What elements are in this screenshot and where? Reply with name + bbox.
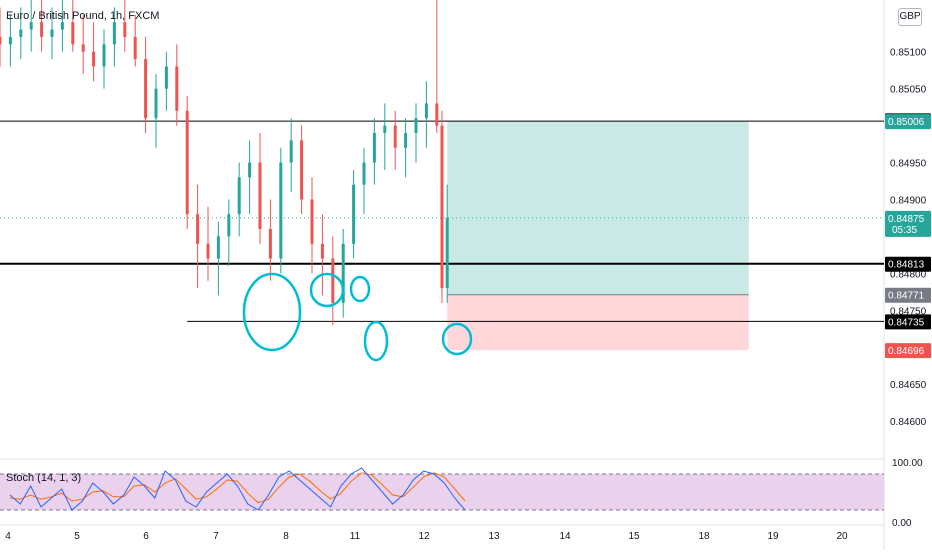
annotation-circle (349, 275, 371, 303)
candle-body (71, 22, 75, 45)
time-tick-label: 20 (836, 531, 848, 542)
candle-body (300, 140, 304, 200)
price-tick-label: 0.85100 (890, 48, 927, 59)
candle-body (372, 132, 376, 163)
annotation-circle (441, 322, 473, 356)
currency-button[interactable]: GBP (898, 8, 922, 26)
candle-body (40, 22, 44, 37)
stoch-tick-label: 0.00 (892, 518, 912, 529)
candle-body (258, 162, 262, 229)
candle-body (123, 22, 127, 37)
candle-body (279, 162, 283, 259)
candle-body (237, 177, 241, 215)
stoch-tick-label: 100.00 (892, 458, 923, 469)
candle-body (175, 66, 179, 111)
candle-body (383, 125, 387, 133)
candle-body (227, 214, 231, 237)
candle-body (310, 199, 314, 244)
candle-body (445, 217, 449, 289)
time-tick-label: 15 (628, 531, 640, 542)
time-tick-label: 19 (767, 531, 779, 542)
candle-body (206, 243, 210, 259)
candle-body (154, 88, 158, 119)
stoch-band (0, 474, 884, 510)
candle-body (144, 59, 148, 119)
annotation-circle (242, 272, 302, 352)
stop-zone (447, 294, 749, 351)
time-tick-label: 6 (143, 531, 149, 542)
target-zone (447, 121, 749, 295)
time-tick-label: 18 (698, 531, 710, 542)
candle-body (102, 44, 106, 67)
time-tick-label: 11 (350, 531, 361, 542)
price-tag (885, 343, 931, 359)
candle-body (331, 258, 335, 303)
candle-body (320, 243, 324, 259)
price-tag (885, 287, 931, 303)
candle-body (341, 243, 345, 303)
time-tick-label: 14 (559, 531, 571, 542)
chart-title: Euro / British Pound, 1h, FXCM (6, 10, 160, 22)
candle-body (393, 125, 397, 148)
price-tick-label: 0.84600 (890, 417, 927, 428)
candle-body (185, 110, 189, 215)
time-tick-label: 13 (488, 531, 500, 542)
price-tick-label: 0.84800 (890, 269, 927, 280)
candle-body (248, 162, 252, 178)
candle-body (19, 29, 23, 37)
time-tick-label: 8 (283, 531, 289, 542)
price-tag-countdown: 05:35 (892, 225, 917, 236)
candle-body (414, 118, 418, 133)
price-tag-label: 0.84813 (888, 260, 925, 271)
price-tag-label: 0.84875 (888, 214, 925, 225)
candle-body (0, 36, 2, 45)
candle-body (50, 29, 54, 37)
candle-body (404, 132, 408, 148)
price-tick-label: 0.84750 (890, 306, 927, 317)
price-tag (885, 114, 931, 130)
candle-body (424, 103, 428, 119)
time-tick-label: 4 (5, 531, 11, 542)
candle-body (440, 125, 444, 289)
price-tick-label: 0.85050 (890, 85, 927, 96)
candle-body (112, 22, 116, 45)
candle-body (352, 184, 356, 244)
candle-body (435, 103, 439, 126)
candle-body (216, 236, 220, 259)
price-tag (885, 314, 931, 330)
time-tick-label: 5 (74, 531, 80, 542)
candle-body (164, 66, 168, 89)
price-tag-label: 0.85006 (888, 117, 925, 128)
candle-body (362, 162, 366, 185)
price-tick-label: 0.84950 (890, 159, 927, 170)
time-tick-label: 7 (213, 531, 219, 542)
price-tag (885, 256, 931, 272)
annotation-circle (309, 272, 345, 308)
candle-body (29, 22, 33, 30)
time-tick-label: 12 (418, 531, 430, 542)
candle-body (81, 44, 85, 52)
price-tag (885, 210, 931, 237)
candle-body (60, 22, 64, 30)
stoch-d-line (9, 472, 466, 504)
candle-body (92, 51, 96, 67)
candle-body (196, 214, 200, 244)
candle-body (268, 229, 272, 259)
annotation-circle (363, 320, 389, 362)
price-tick-label: 0.84650 (890, 380, 927, 391)
price-tag-label: 0.84771 (888, 291, 925, 302)
candle-body (133, 36, 137, 60)
price-tag-label: 0.84696 (888, 346, 925, 357)
price-tag-label: 0.84735 (888, 317, 925, 328)
candle-body (8, 36, 12, 45)
price-tick-label: 0.84900 (890, 195, 927, 206)
stoch-k-line (9, 467, 466, 511)
stoch-title: Stoch (14, 1, 3) (6, 472, 82, 484)
candle-body (289, 140, 293, 163)
